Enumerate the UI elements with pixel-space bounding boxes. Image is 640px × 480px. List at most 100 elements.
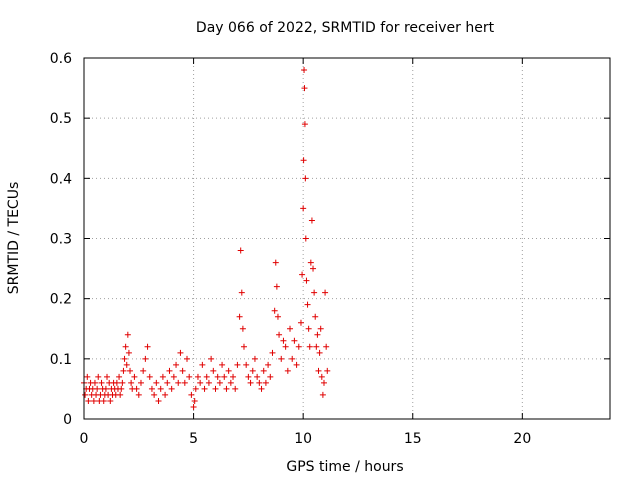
x-tick-label: 15 bbox=[404, 431, 422, 447]
data-point bbox=[208, 355, 215, 362]
data-point bbox=[181, 379, 188, 386]
data-point bbox=[232, 385, 239, 392]
data-point bbox=[282, 343, 289, 350]
data-point bbox=[191, 397, 198, 404]
data-point bbox=[260, 367, 267, 374]
data-point bbox=[324, 367, 331, 374]
data-point bbox=[305, 325, 312, 332]
data-point bbox=[310, 265, 317, 272]
data-point bbox=[315, 367, 322, 374]
data-point bbox=[316, 349, 323, 356]
data-point bbox=[205, 379, 212, 386]
data-point bbox=[157, 385, 164, 392]
data-point bbox=[120, 367, 127, 374]
data-point bbox=[245, 373, 252, 380]
data-point bbox=[131, 373, 138, 380]
data-point bbox=[302, 235, 309, 242]
data-point bbox=[221, 373, 228, 380]
data-point bbox=[192, 385, 199, 392]
data-point bbox=[278, 355, 285, 362]
data-point bbox=[102, 385, 109, 392]
data-point bbox=[238, 289, 245, 296]
y-tick-label: 0.1 bbox=[50, 352, 72, 368]
x-tick-label: 10 bbox=[294, 431, 312, 447]
data-point bbox=[137, 379, 144, 386]
data-point bbox=[314, 331, 321, 338]
data-point bbox=[94, 385, 101, 392]
y-tick-label: 0.5 bbox=[50, 111, 72, 127]
data-point bbox=[317, 325, 324, 332]
data-point bbox=[124, 331, 131, 338]
data-point bbox=[247, 379, 254, 386]
data-point bbox=[318, 373, 325, 380]
data-point bbox=[301, 85, 308, 92]
data-point bbox=[90, 397, 97, 404]
data-point bbox=[194, 373, 201, 380]
data-point bbox=[199, 361, 206, 368]
data-point bbox=[214, 373, 221, 380]
data-point bbox=[127, 367, 134, 374]
data-point bbox=[254, 373, 261, 380]
data-point bbox=[140, 367, 147, 374]
data-point bbox=[297, 319, 304, 326]
data-point bbox=[249, 367, 256, 374]
data-point bbox=[302, 175, 309, 182]
data-point bbox=[135, 391, 142, 398]
data-point bbox=[300, 205, 307, 212]
data-point bbox=[117, 391, 124, 398]
data-point bbox=[306, 343, 313, 350]
data-point bbox=[274, 313, 281, 320]
data-point bbox=[142, 355, 149, 362]
data-point bbox=[236, 313, 243, 320]
data-point bbox=[273, 283, 280, 290]
data-point bbox=[312, 313, 319, 320]
data-point bbox=[98, 379, 105, 386]
data-point bbox=[307, 259, 314, 266]
data-point bbox=[116, 373, 123, 380]
data-point bbox=[184, 355, 191, 362]
x-tick-label: 0 bbox=[80, 431, 89, 447]
data-point bbox=[162, 391, 169, 398]
data-point bbox=[123, 361, 130, 368]
data-point bbox=[289, 355, 296, 362]
data-point bbox=[219, 361, 226, 368]
data-point bbox=[177, 349, 184, 356]
data-point bbox=[122, 343, 129, 350]
data-point bbox=[301, 121, 308, 128]
data-point bbox=[269, 349, 276, 356]
data-point bbox=[201, 385, 208, 392]
data-point bbox=[203, 373, 210, 380]
y-tick-label: 0.2 bbox=[50, 292, 72, 308]
data-point bbox=[82, 391, 89, 398]
data-point bbox=[304, 301, 311, 308]
data-point bbox=[262, 379, 269, 386]
data-point bbox=[256, 379, 263, 386]
data-point bbox=[188, 391, 195, 398]
data-point bbox=[265, 361, 272, 368]
data-point bbox=[322, 289, 329, 296]
data-point bbox=[170, 373, 177, 380]
y-axis-label: SRMTID / TECUs bbox=[6, 182, 22, 295]
data-point bbox=[133, 385, 140, 392]
data-point bbox=[107, 397, 114, 404]
data-point bbox=[173, 361, 180, 368]
data-point bbox=[230, 373, 237, 380]
y-tick-label: 0.3 bbox=[50, 232, 72, 248]
data-point bbox=[146, 373, 153, 380]
grid-layer bbox=[84, 58, 610, 419]
data-point bbox=[225, 367, 232, 374]
y-tick-label: 0.4 bbox=[50, 171, 72, 187]
data-point bbox=[284, 367, 291, 374]
data-point bbox=[121, 355, 128, 362]
data-point bbox=[84, 373, 91, 380]
data-point bbox=[159, 373, 166, 380]
data-point bbox=[308, 217, 315, 224]
data-point bbox=[239, 325, 246, 332]
data-point bbox=[144, 343, 151, 350]
data-point bbox=[243, 361, 250, 368]
data-point bbox=[85, 397, 92, 404]
data-point bbox=[251, 355, 258, 362]
data-point bbox=[168, 385, 175, 392]
data-point bbox=[164, 379, 171, 386]
data-point bbox=[295, 343, 302, 350]
